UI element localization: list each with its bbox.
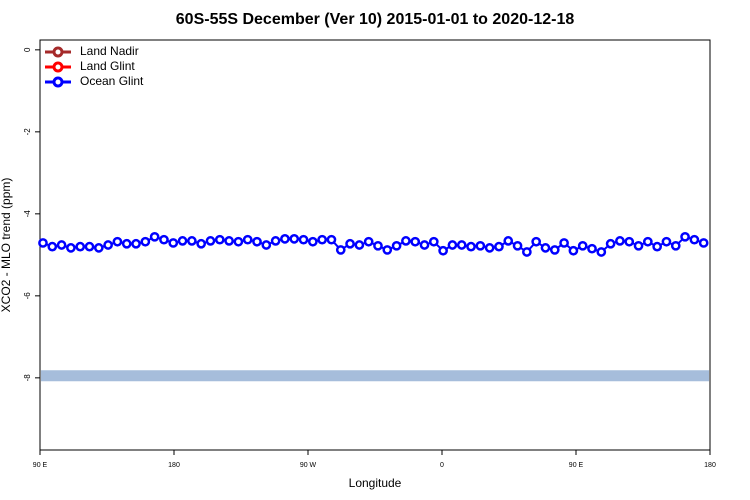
y-tick-label: -8 [23, 374, 32, 382]
data-point [531, 236, 542, 247]
data-point [159, 234, 169, 245]
data-point [363, 236, 374, 247]
legend-label: Ocean Glint [80, 74, 144, 88]
data-point [494, 241, 504, 252]
x-tick-label: 90 W [300, 462, 317, 469]
data-point [466, 241, 476, 252]
data-point [456, 240, 467, 250]
data-point [698, 238, 709, 248]
data-point [475, 240, 486, 251]
data-point [689, 234, 700, 245]
data-point [196, 238, 207, 249]
data-point [568, 245, 579, 256]
x-tick-label: 90 E [569, 462, 584, 469]
data-point [624, 236, 635, 247]
legend-label: Land Nadir [80, 44, 139, 58]
y-tick-label: 0 [23, 47, 32, 52]
legend-marker [52, 76, 64, 88]
data-point [354, 240, 365, 250]
data-point [438, 245, 448, 256]
legend-marker [52, 61, 64, 73]
data-point [298, 234, 309, 245]
data-point [335, 245, 346, 255]
data-point [447, 240, 458, 250]
data-point [233, 236, 244, 247]
data-point [587, 243, 597, 254]
data-point [214, 234, 225, 245]
data-point [605, 238, 616, 249]
data-point [391, 240, 402, 251]
data-point [503, 236, 514, 246]
data-point [187, 236, 197, 246]
data-point [112, 236, 123, 247]
data-point [149, 231, 160, 242]
data-point [205, 236, 216, 246]
data-point [47, 241, 58, 252]
data-point [224, 236, 234, 246]
data-point [373, 240, 383, 251]
data-point [512, 240, 523, 251]
legend-marker [52, 46, 64, 58]
data-point [289, 234, 300, 244]
data-point [410, 236, 421, 247]
data-point [577, 240, 588, 251]
data-point [103, 240, 113, 250]
data-point [280, 234, 290, 244]
x-tick-label: 180 [168, 462, 180, 469]
data-point [168, 238, 179, 248]
data-point [419, 240, 430, 250]
data-point [140, 236, 151, 247]
data-point [401, 236, 411, 246]
legend-label: Land Glint [80, 59, 135, 73]
y-tick-label: -2 [23, 128, 32, 136]
data-point [93, 243, 104, 253]
data-point [242, 234, 253, 245]
data-point [131, 238, 141, 249]
data-point [559, 238, 569, 248]
data-point [84, 241, 95, 252]
data-point [38, 238, 48, 248]
data-point [307, 236, 318, 247]
chart-title: 60S-55S December (Ver 10) 2015-01-01 to … [176, 11, 575, 28]
data-point [345, 238, 355, 249]
data-point [66, 243, 76, 253]
data-point [270, 236, 281, 246]
data-point [252, 236, 262, 247]
data-point [540, 243, 551, 253]
data-point [652, 241, 662, 252]
data-point [75, 241, 86, 252]
x-axis-label: Longitude [349, 476, 402, 490]
data-point [121, 238, 132, 249]
data-point [56, 240, 67, 250]
x-tick-label: 90 E [33, 462, 48, 469]
data-point [549, 245, 560, 255]
data-point [177, 236, 188, 246]
data-point [382, 245, 393, 255]
data-point [484, 243, 495, 253]
data-point [596, 247, 607, 257]
data-point [642, 236, 653, 247]
data-point [326, 234, 337, 245]
data-point [670, 240, 681, 251]
y-tick-label: -4 [23, 210, 32, 218]
y-tick-label: -6 [23, 292, 32, 300]
data-point [261, 240, 272, 250]
data-point [522, 247, 532, 257]
y-axis-label: XCO2 - MLO trend (ppm) [0, 178, 13, 313]
data-point [633, 240, 644, 251]
x-tick-label: 0 [440, 462, 444, 469]
data-point [661, 236, 672, 247]
data-point [428, 236, 439, 247]
x-tick-label: 180 [704, 462, 716, 469]
data-point [615, 236, 625, 246]
data-point [680, 231, 690, 242]
data-point [317, 234, 327, 245]
